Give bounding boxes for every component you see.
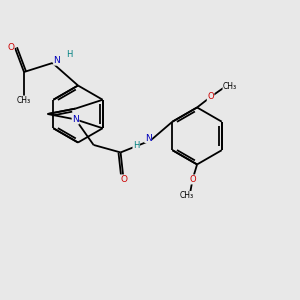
Text: N: N bbox=[145, 134, 152, 142]
Text: O: O bbox=[189, 175, 196, 184]
Text: N: N bbox=[72, 115, 79, 124]
Text: CH₃: CH₃ bbox=[17, 96, 31, 105]
Text: H: H bbox=[66, 50, 72, 59]
Text: O: O bbox=[207, 92, 214, 101]
Text: O: O bbox=[120, 175, 127, 184]
Text: O: O bbox=[7, 44, 14, 52]
Text: H: H bbox=[133, 141, 140, 150]
Text: CH₃: CH₃ bbox=[179, 191, 194, 200]
Text: CH₃: CH₃ bbox=[223, 82, 237, 91]
Text: N: N bbox=[54, 56, 60, 65]
